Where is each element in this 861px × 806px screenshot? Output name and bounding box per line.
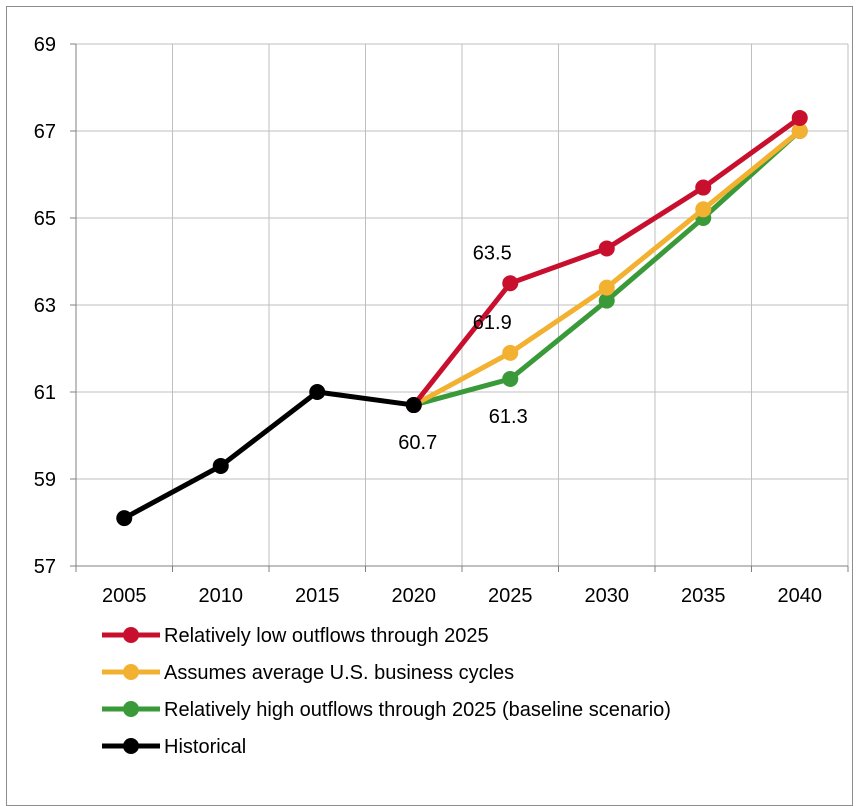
- y-tick-label: 61: [34, 382, 56, 404]
- data-label: 61.9: [473, 312, 512, 334]
- series-point: [598, 292, 615, 309]
- series-line: [411, 115, 803, 408]
- series-point: [598, 240, 615, 257]
- y-tick-label: 67: [34, 121, 56, 143]
- x-tick-label: 2010: [199, 585, 244, 607]
- series-point: [695, 179, 712, 196]
- series-point: [502, 344, 519, 361]
- series-point: [405, 397, 422, 414]
- legend-swatch-marker: [123, 664, 139, 680]
- x-tick-label: 2020: [392, 585, 437, 607]
- x-tick-label: 2030: [585, 585, 630, 607]
- series-point: [502, 370, 519, 387]
- series-point: [116, 510, 133, 527]
- legend-label: Assumes average U.S. business cycles: [164, 662, 514, 684]
- data-label: 63.5: [473, 242, 512, 264]
- series-point: [791, 123, 808, 139]
- grid-lines: [76, 43, 849, 566]
- legend-swatch-marker: [123, 627, 139, 643]
- series-line: [411, 128, 803, 408]
- legend-label: Relatively high outflows through 2025 (b…: [164, 699, 671, 721]
- series-point: [502, 275, 519, 292]
- x-tick-label: 2040: [778, 585, 823, 607]
- series-lines: [116, 109, 808, 527]
- data-labels: 63.5 61.9 61.3 60.7: [398, 242, 527, 454]
- y-tick-label: 57: [34, 556, 56, 578]
- series-point: [212, 457, 229, 474]
- y-tick-label: 59: [34, 469, 56, 491]
- x-tick-labels: 2005 2010 2015 2020 2025 2030 2035 2040: [102, 585, 822, 607]
- legend-swatch-marker: [123, 738, 139, 754]
- legend-label: Historical: [164, 736, 246, 758]
- x-tick-label: 2015: [295, 585, 340, 607]
- y-tick-label: 69: [34, 34, 56, 56]
- series-point: [309, 384, 326, 400]
- series-point: [695, 201, 712, 218]
- y-tick-label: 65: [34, 208, 56, 230]
- data-label: 61.3: [489, 406, 528, 428]
- series-line: [121, 389, 417, 521]
- y-tick-labels: 57 59 61 63 65 67 69: [34, 34, 56, 578]
- series-point: [791, 109, 808, 126]
- axes: [70, 43, 849, 572]
- legend: Relatively low outflows through 2025 Assu…: [102, 625, 671, 758]
- series-line: [411, 128, 803, 408]
- x-tick-label: 2025: [488, 585, 533, 607]
- legend-swatch-marker: [123, 701, 139, 717]
- series-point: [598, 279, 615, 296]
- data-label: 60.7: [398, 432, 437, 454]
- x-tick-label: 2035: [681, 585, 726, 607]
- legend-label: Relatively low outflows through 2025: [164, 625, 489, 647]
- y-tick-label: 63: [34, 295, 56, 317]
- x-tick-label: 2005: [102, 585, 147, 607]
